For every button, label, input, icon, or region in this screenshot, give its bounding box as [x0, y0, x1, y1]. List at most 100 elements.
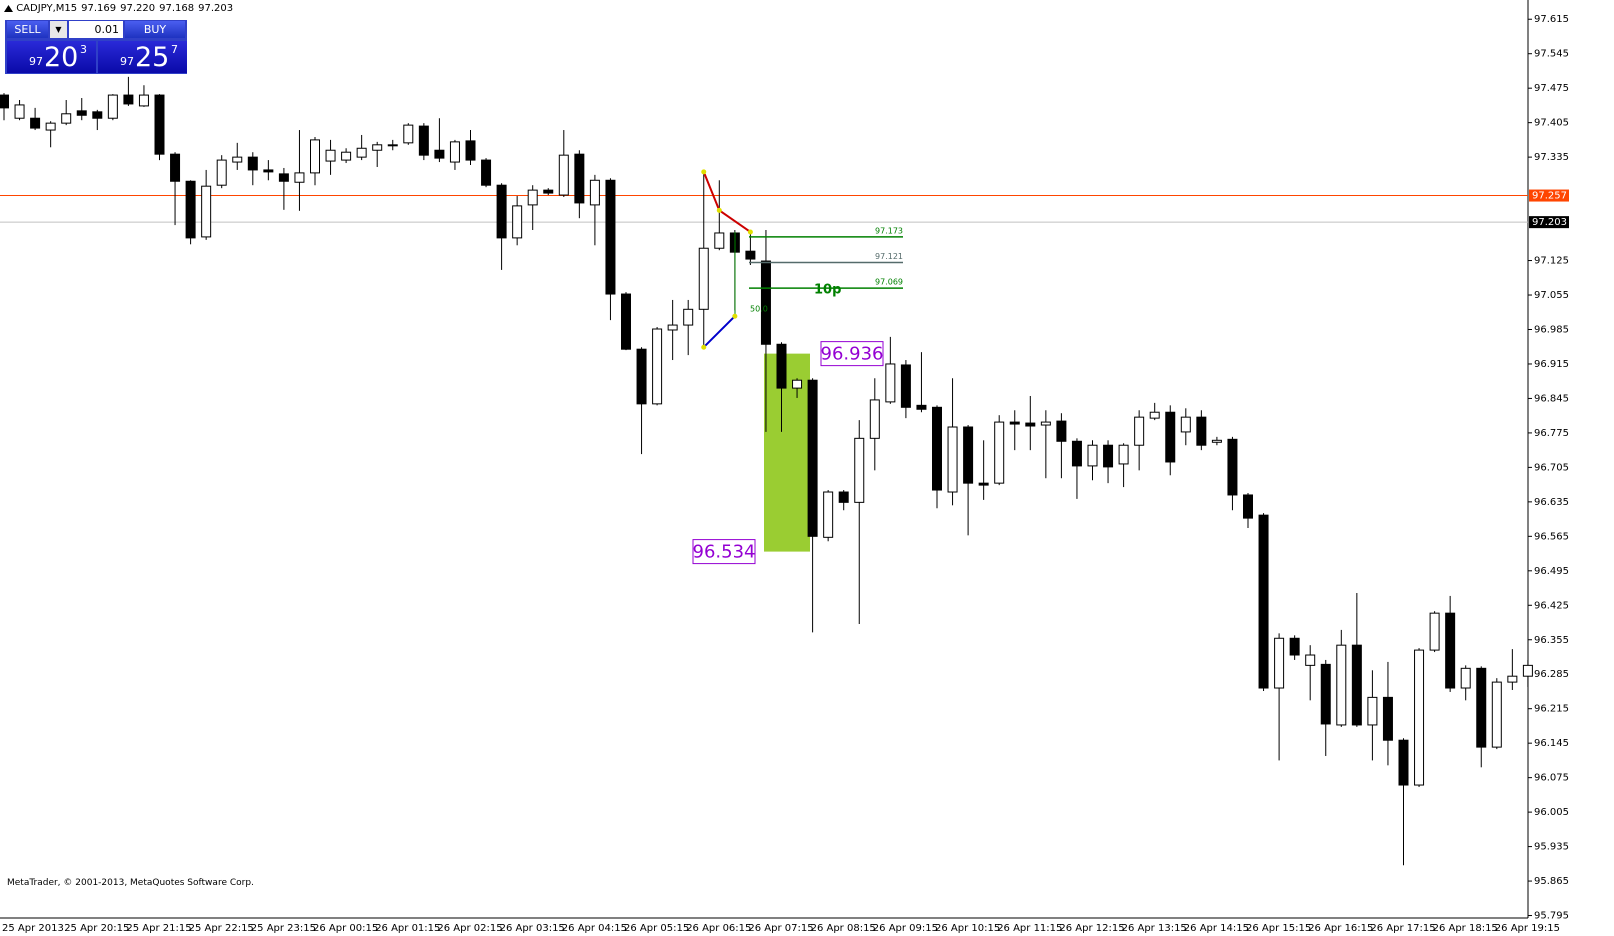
quote-close: 97.203: [198, 3, 234, 14]
candle-body: [465, 140, 476, 161]
candle-body: [854, 437, 865, 503]
candle-body: [543, 189, 554, 194]
y-tick-label: 97.405: [1534, 118, 1569, 129]
candle-body: [1040, 421, 1051, 426]
x-tick-label: 26 Apr 03:15: [500, 923, 565, 934]
candle-body: [698, 247, 709, 310]
candle-body: [403, 124, 414, 144]
candle-body: [1491, 681, 1502, 748]
sell-price[interactable]: 97 20 3: [7, 41, 96, 73]
candle-body: [1165, 411, 1176, 463]
candle-body: [869, 399, 880, 439]
candle-body: [636, 348, 647, 405]
candle-body: [1429, 612, 1440, 651]
candle-body: [574, 153, 585, 204]
candle-body: [932, 406, 942, 491]
x-tick-label: 26 Apr 17:15: [1370, 923, 1435, 934]
lot-dropdown[interactable]: ▼: [50, 21, 67, 38]
chart-title: CADJPY,M15: [16, 3, 78, 14]
fibo-label: 97.173: [875, 226, 903, 235]
candle-body: [683, 308, 694, 326]
y-tick-label: 96.985: [1534, 324, 1569, 335]
buy-price-main: 25: [135, 42, 170, 73]
price-line-tag: [1529, 216, 1569, 229]
candle-body: [185, 180, 196, 239]
candle-body: [92, 111, 103, 119]
x-tick-label: 25 Apr 22:15: [189, 923, 254, 934]
candle-body: [1025, 422, 1036, 427]
candle-body: [916, 404, 927, 410]
candle-body: [1414, 649, 1425, 786]
candle-body: [1507, 675, 1518, 683]
candle-body: [605, 179, 616, 295]
x-tick-label: 26 Apr 08:15: [811, 923, 876, 934]
zigzag-point: [701, 344, 707, 350]
buy-price[interactable]: 97 25 7: [98, 41, 187, 73]
x-tick-label: 26 Apr 15:15: [1246, 923, 1311, 934]
candle-body: [247, 156, 258, 171]
candle-body: [589, 179, 600, 206]
candle-body: [745, 250, 756, 260]
candle-body: [621, 293, 631, 350]
fibo-label: 97.121: [875, 252, 903, 261]
candle-body: [1460, 667, 1471, 689]
fibo-note: 10p: [814, 283, 841, 298]
candle-body: [496, 184, 507, 239]
candle-body: [807, 379, 818, 537]
y-tick-label: 96.565: [1534, 531, 1569, 542]
candle-body: [1320, 663, 1331, 725]
candle-body: [776, 343, 787, 389]
x-tick-label: 25 Apr 20:15: [64, 923, 129, 934]
candle-body: [0, 94, 9, 109]
candle-body: [263, 169, 274, 173]
buy-price-pip: 7: [171, 43, 178, 56]
y-tick-label: 96.075: [1534, 773, 1569, 784]
candle-body: [294, 172, 305, 183]
candle-body: [1476, 667, 1487, 748]
x-tick-label: 26 Apr 18:15: [1433, 923, 1498, 934]
y-tick-label: 96.915: [1534, 359, 1569, 370]
x-tick-label: 26 Apr 16:15: [1308, 923, 1373, 934]
sell-button[interactable]: SELL: [7, 21, 48, 38]
candle-body: [1258, 514, 1269, 689]
price-zone: [764, 353, 810, 552]
x-tick-label: 26 Apr 14:15: [1184, 923, 1249, 934]
y-tick-label: 95.935: [1534, 842, 1569, 853]
y-tick-label: 97.335: [1534, 152, 1569, 163]
price-line-label: 97.203: [1532, 217, 1567, 228]
candle-body: [107, 94, 118, 119]
lot-input[interactable]: 0.01: [69, 21, 123, 38]
buy-price-big: 97: [120, 55, 134, 68]
x-tick-label: 26 Apr 09:15: [873, 923, 938, 934]
buy-button[interactable]: BUY: [125, 21, 185, 38]
candle-body: [449, 141, 460, 163]
y-tick-label: 96.495: [1534, 566, 1569, 577]
candle-body: [61, 113, 72, 124]
sell-price-big: 97: [29, 55, 43, 68]
candle-body: [527, 189, 538, 206]
candle-body: [1009, 421, 1020, 425]
y-tick-label: 97.125: [1534, 256, 1569, 267]
x-tick-label: 26 Apr 05:15: [624, 923, 689, 934]
zigzag-point: [732, 313, 738, 319]
candle-body: [558, 154, 569, 196]
x-tick-label: 25 Apr 21:15: [126, 923, 191, 934]
candle-body: [123, 94, 134, 105]
candle-body: [1445, 612, 1456, 689]
candle-body: [1289, 637, 1300, 656]
quote-open: 97.169: [81, 3, 117, 14]
fibo-ratio: 50.0: [750, 305, 768, 314]
y-tick-label: 97.545: [1534, 49, 1569, 60]
y-tick-label: 96.425: [1534, 600, 1569, 611]
candle-body: [994, 421, 1005, 484]
y-tick-label: 96.635: [1534, 497, 1569, 508]
candle-body: [1305, 654, 1316, 666]
quote-low: 97.168: [159, 3, 195, 14]
candle-body: [1196, 416, 1207, 446]
zone-bottom-label: 96.534: [693, 542, 756, 563]
candle-body: [278, 173, 289, 182]
candle-body: [1071, 440, 1082, 467]
candle-body: [341, 151, 352, 161]
candle-body: [823, 491, 834, 538]
